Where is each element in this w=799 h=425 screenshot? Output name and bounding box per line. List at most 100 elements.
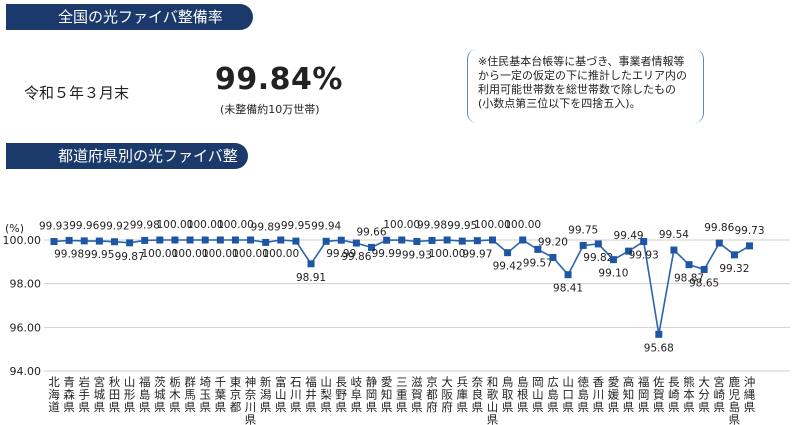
category-label: 埼玉県 (199, 375, 211, 414)
data-label: 99.92 (99, 221, 129, 233)
y-unit-label: (%) (5, 222, 24, 235)
category-label: 福島県 (139, 375, 151, 414)
data-label: 99.20 (538, 236, 568, 248)
data-point (262, 238, 270, 246)
category-label: 広島県 (547, 375, 559, 414)
category-label: 大阪府 (441, 375, 453, 414)
category-label: 神奈川県 (245, 375, 257, 425)
category-label: 青森県 (63, 375, 75, 414)
data-label: 99.89 (251, 221, 281, 233)
data-label: 99.54 (659, 229, 689, 241)
data-point (579, 241, 587, 249)
data-label: 99.95 (84, 249, 114, 261)
data-point (307, 260, 315, 268)
data-label: 100.00 (474, 219, 511, 231)
data-label: 99.98 (417, 219, 447, 231)
data-point (609, 256, 617, 264)
data-label: 99.49 (614, 230, 644, 242)
category-label: 福岡県 (638, 375, 650, 414)
data-label: 99.10 (598, 268, 628, 280)
date-label: 令和５年３月末 (24, 84, 130, 102)
category-label: 石川県 (290, 375, 302, 414)
data-label: 99.86 (704, 222, 734, 234)
category-label: 熊本県 (683, 375, 695, 414)
data-label: 99.57 (523, 257, 553, 269)
data-point (655, 330, 663, 338)
data-label: 99.73 (734, 225, 764, 237)
category-label: 東京都 (230, 375, 242, 414)
category-label: 長野県 (336, 375, 348, 414)
data-label: 99.97 (462, 249, 492, 261)
category-label: 山形県 (124, 375, 136, 414)
y-tick-label: 98.00 (10, 278, 42, 291)
data-point (368, 243, 376, 251)
data-point (670, 246, 678, 254)
data-point (247, 236, 255, 244)
data-point (141, 236, 149, 244)
category-label: 長崎県 (668, 375, 680, 414)
category-label: 徳島県 (577, 375, 589, 414)
data-label: 99.66 (356, 226, 386, 238)
data-label: 100.00 (232, 248, 269, 260)
data-label: 99.93 (629, 250, 659, 262)
data-label: 99.87 (115, 251, 145, 263)
data-label: 99.99 (326, 248, 356, 260)
category-label: 岡山県 (532, 375, 544, 414)
data-point (352, 239, 360, 247)
data-point (50, 238, 58, 246)
data-point (413, 238, 421, 246)
category-label: 滋賀県 (411, 375, 423, 414)
category-label: 静岡県 (366, 375, 378, 414)
data-label: 100.00 (262, 248, 299, 260)
data-point (730, 251, 738, 259)
data-point (534, 245, 542, 253)
data-label: 99.98 (130, 219, 160, 231)
data-point (337, 236, 345, 244)
data-point (171, 236, 179, 244)
data-label: 99.95 (447, 220, 477, 232)
data-label: 99.75 (568, 224, 598, 236)
data-point (519, 236, 527, 244)
data-label: 99.93 (402, 250, 432, 262)
category-label: 鹿児島県 (729, 375, 741, 425)
data-point (277, 236, 285, 244)
data-point (322, 237, 330, 245)
data-label: 99.94 (311, 220, 341, 232)
data-point (594, 240, 602, 248)
data-point (640, 238, 648, 246)
data-point (383, 236, 391, 244)
data-point (504, 249, 512, 257)
category-label: 宮崎県 (714, 375, 726, 414)
data-point (458, 237, 466, 245)
category-label: 和歌山県 (487, 375, 499, 425)
category-label: 富山県 (275, 375, 287, 414)
y-tick-label: 96.00 (10, 321, 42, 334)
data-label: 100.00 (157, 219, 194, 231)
data-label: 99.98 (54, 248, 84, 260)
data-label: 100.00 (504, 219, 541, 231)
category-label: 佐賀県 (653, 375, 665, 414)
category-label: 三重県 (396, 375, 408, 414)
data-point (685, 261, 693, 269)
data-point (231, 236, 239, 244)
category-label: 山梨県 (320, 375, 332, 414)
national-rate-value: 99.84% (215, 62, 343, 97)
data-label: 100.00 (217, 219, 254, 231)
data-point (186, 236, 194, 244)
category-label: 愛知県 (381, 375, 393, 414)
data-label: 100.00 (383, 219, 420, 231)
data-label: 98.65 (689, 277, 719, 289)
category-label: 京都府 (426, 375, 438, 414)
category-label: 大分県 (698, 375, 710, 414)
data-label: 98.41 (553, 283, 583, 295)
data-point (216, 236, 224, 244)
y-tick-label: 100.00 (3, 234, 42, 247)
category-label: 香川県 (593, 375, 605, 414)
y-tick-label: 94.00 (10, 365, 42, 378)
data-label: 99.42 (493, 261, 523, 273)
category-label: 千葉県 (215, 375, 227, 414)
category-label: 福井県 (305, 375, 317, 414)
category-label: 宮城県 (94, 375, 106, 414)
category-label: 奈良県 (472, 375, 484, 414)
